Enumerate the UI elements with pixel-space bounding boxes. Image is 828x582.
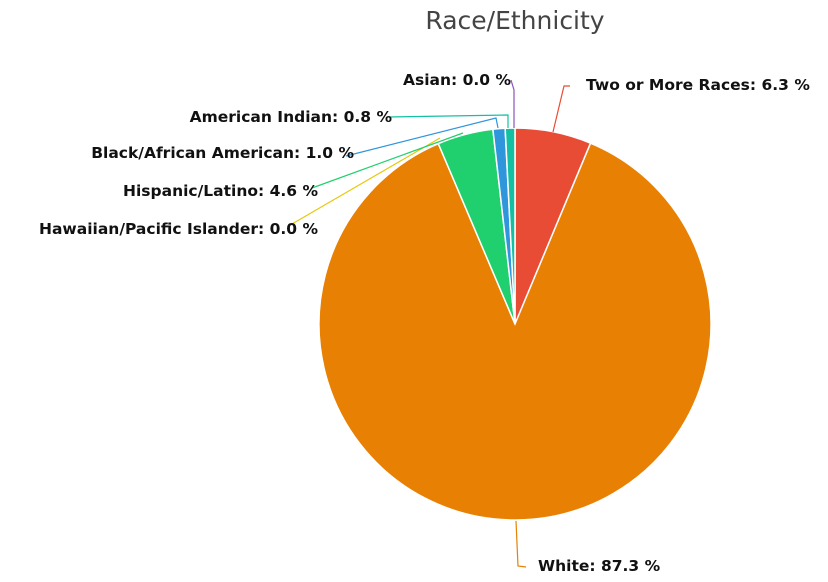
pie-slice-white — [318, 142, 712, 521]
slice-label-two-or-more-races: Two or More Races: 6.3 % — [586, 76, 810, 94]
leader-line-hawaiian-pacific-islander — [291, 137, 441, 225]
slice-label-black-african-american: Black/African American: 1.0 % — [91, 144, 354, 162]
slice-label-hawaiian-pacific-islander: Hawaiian/Pacific Islander: 0.0 % — [39, 220, 318, 238]
slice-labels: Two or More Races: 6.3 % White: 87.3 % Haw… — [39, 71, 810, 575]
slice-label-hispanic-latino: Hispanic/Latino: 4.6 % — [123, 182, 318, 200]
slice-label-white: White: 87.3 % — [538, 557, 661, 575]
pie-slices — [318, 127, 712, 521]
leader-line-asian — [510, 79, 515, 128]
leader-lines — [291, 79, 570, 568]
leader-line-black-african-american — [345, 117, 499, 157]
slice-label-asian: Asian: 0.0 % — [403, 71, 511, 89]
leader-line-two-or-more-races — [552, 85, 570, 133]
slice-label-american-indian: American Indian: 0.8 % — [190, 108, 393, 126]
chart-title: Race/Ethnicity — [425, 6, 604, 35]
pie-slice-american-indian — [504, 127, 516, 325]
leader-line-hispanic-latino — [311, 132, 464, 189]
leader-line-american-indian — [387, 114, 509, 128]
leader-line-white — [515, 520, 527, 568]
